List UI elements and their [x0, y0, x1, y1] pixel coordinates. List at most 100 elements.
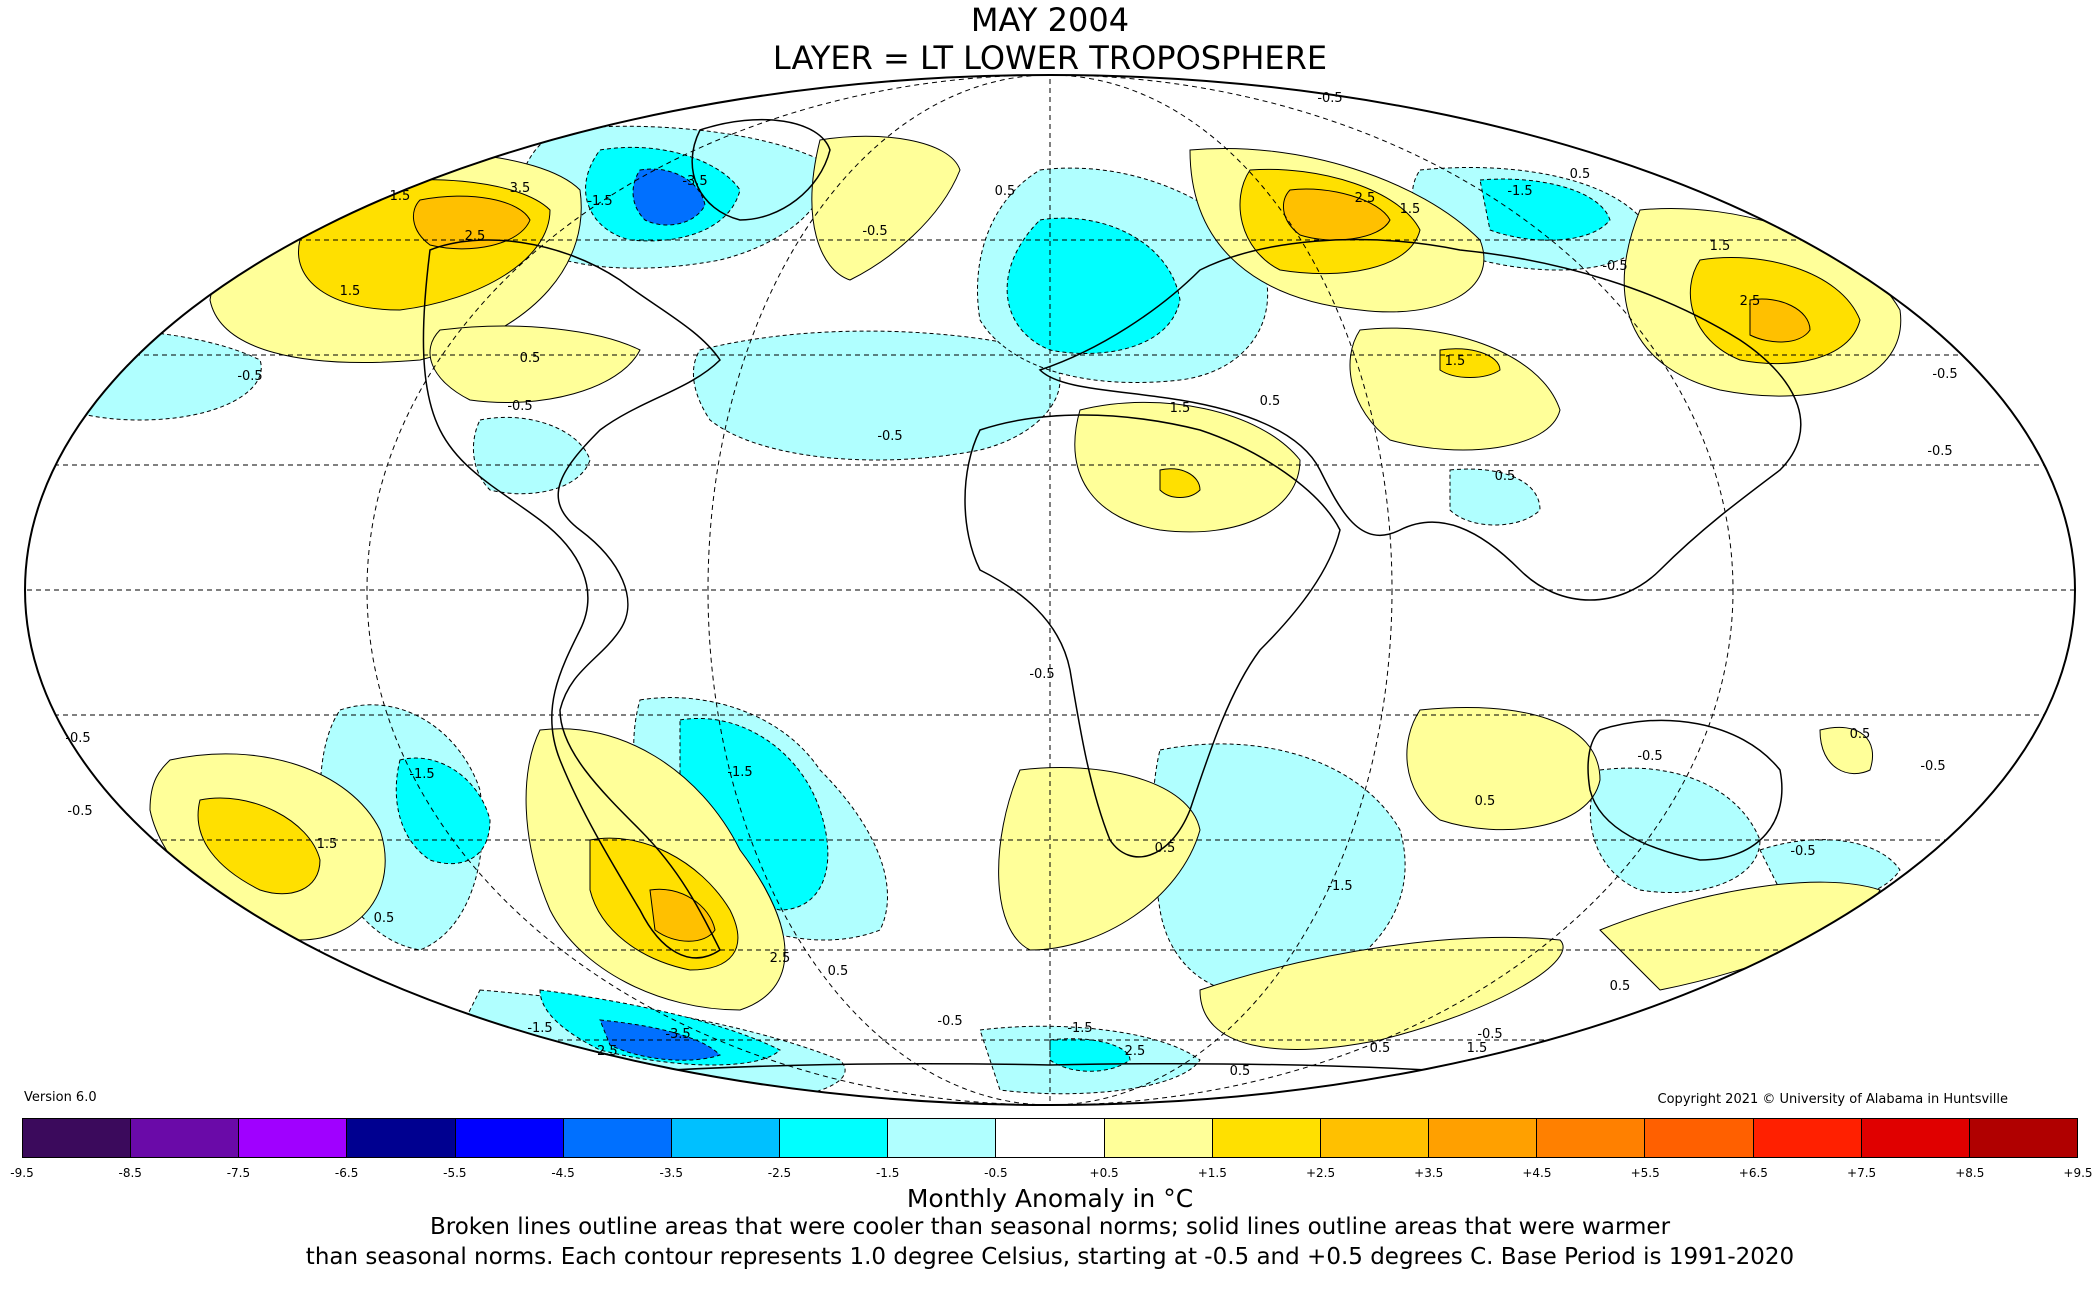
caption-line-2: than seasonal norms. Each contour repres…	[305, 1244, 1795, 1270]
contour-label: -0.5	[67, 804, 92, 819]
greenland-outline	[691, 118, 831, 221]
contour-label: -1.5	[727, 765, 752, 780]
color-scale-segment	[1968, 1119, 2077, 1157]
color-scale-tick-label: -1.5	[875, 1166, 900, 1180]
contour-label: -1.5	[1067, 1021, 1092, 1036]
color-scale-tick-label: +5.5	[1630, 1166, 1660, 1180]
version-label: Version 6.0	[24, 1090, 97, 1105]
color-scale-tick-label: -4.5	[551, 1166, 575, 1180]
color-scale-segment	[346, 1119, 455, 1157]
antarctic-pacific-cooler	[539, 989, 781, 1066]
contour-label: -0.5	[1477, 1027, 1502, 1042]
contour-label: 1.5	[1170, 401, 1191, 416]
contour-label: 0.5	[995, 184, 1016, 199]
color-scale-segment	[779, 1119, 888, 1157]
contour-label: 0.5	[374, 911, 395, 926]
contour-label: 0.5	[828, 964, 849, 979]
contour-label: -0.5	[937, 1014, 962, 1029]
color-scale-tick-label: +7.5	[1847, 1166, 1877, 1180]
contour-label: -3.5	[682, 174, 707, 189]
contour-label: 1.5	[1400, 202, 1421, 217]
contour-label: -1.5	[1507, 184, 1532, 199]
africa-outline	[964, 414, 1341, 858]
contour-label: 0.5	[1370, 1041, 1391, 1056]
contour-label: -0.5	[1920, 759, 1945, 774]
far-east-warmest	[1749, 298, 1811, 343]
contour-label: -0.5	[862, 224, 887, 239]
contour-label: -0.5	[1317, 91, 1342, 106]
contour-label: 0.5	[1495, 469, 1516, 484]
color-scale-tick-label: -8.5	[118, 1166, 142, 1180]
anomaly-map: -0.51.53.52.51.5-1.5-3.5-0.50.50.5-0.5-0…	[24, 74, 2076, 1106]
new-zealand-warm	[1819, 726, 1874, 775]
color-scale-tick-label: -0.5	[984, 1166, 1008, 1180]
color-scale-tick-label: -5.5	[443, 1166, 467, 1180]
east-siberia-cooler	[1479, 178, 1611, 241]
contour-label: 0.5	[1475, 794, 1496, 809]
caption-line-1: Broken lines outline areas that were coo…	[429, 1214, 1671, 1240]
eurasia-outline	[1038, 238, 1802, 601]
contour-label: 2.5	[1740, 294, 1761, 309]
color-scale-segment	[130, 1119, 239, 1157]
contour-label: 1.5	[1445, 354, 1466, 369]
color-scale-tick-label: +4.5	[1522, 1166, 1552, 1180]
contour-label: 2.5	[1355, 191, 1376, 206]
anomaly-fields	[25, 125, 1902, 1101]
contour-label: -1.5	[587, 194, 612, 209]
color-scale-segment	[1536, 1119, 1645, 1157]
contour-label: 1.5	[1710, 239, 1731, 254]
color-scale-segment	[454, 1119, 563, 1157]
color-scale-ticks: -9.5 -8.5 -7.5 -6.5 -5.5 -4.5 -3.5 -2.5 -1.5 -0.5…	[10, 1166, 2092, 1184]
contour-label: -0.5	[507, 399, 532, 414]
contour-label: -3.5	[665, 1027, 690, 1042]
contour-label: -0.5	[877, 429, 902, 444]
color-scale-tick-label: -6.5	[334, 1166, 359, 1180]
indian-ocean-warm	[1406, 707, 1601, 831]
australia-cool	[1589, 767, 1761, 894]
mexico-cool	[472, 416, 591, 495]
color-scale-tick-label: +3.5	[1414, 1166, 1444, 1180]
contour-label: 0.5	[1850, 727, 1871, 742]
south-pacific-cooler	[395, 757, 491, 865]
color-scale-segment	[1860, 1119, 1969, 1157]
contour-label: 0.5	[520, 351, 541, 366]
color-scale-tick-label: +9.5	[2063, 1166, 2093, 1180]
contour-label: -2.5	[592, 1044, 617, 1059]
color-scale-tick-label: +2.5	[1305, 1166, 1336, 1180]
contour-label: 3.5	[510, 181, 531, 196]
color-scale-tick-label: +8.5	[1955, 1166, 1985, 1180]
india-cool	[1449, 468, 1541, 526]
contour-label: 1.5	[1467, 1041, 1488, 1056]
color-scale-tick-label: +6.5	[1738, 1166, 1768, 1180]
contour-label: -0.5	[65, 731, 90, 746]
central-atlantic-cool	[692, 330, 1061, 461]
contour-label: 1.5	[340, 284, 361, 299]
contour-label: 1.5	[317, 837, 338, 852]
americas-outline	[422, 239, 721, 959]
units-label: Monthly Anomaly in °C	[906, 1184, 1194, 1213]
color-scale-tick-label: -9.5	[10, 1166, 34, 1180]
contour-label: -0.5	[1602, 259, 1627, 274]
south-pacific-warmer	[197, 797, 321, 895]
color-scale-segment	[1103, 1119, 1212, 1157]
color-scale-segment	[1644, 1119, 1753, 1157]
contour-label: -0.5	[1927, 444, 1952, 459]
color-scale-tick-label: -7.5	[226, 1166, 251, 1180]
contour-label: 0.5	[1155, 841, 1176, 856]
tibet-warm	[1349, 327, 1561, 451]
color-scale-segment	[1211, 1119, 1320, 1157]
contour-label: 2.5	[465, 229, 486, 244]
color-scale-bar	[22, 1118, 2078, 1158]
contour-label: -1.5	[527, 1021, 552, 1036]
patagonia-warmest	[649, 888, 716, 942]
map-title: MAY 2004	[970, 1, 1130, 39]
alaska-warmest	[412, 195, 531, 250]
map-subtitle: LAYER = LT LOWER TROPOSPHERE	[772, 39, 1328, 77]
contour-label: 2.5	[770, 951, 791, 966]
contour-label: 0.5	[1570, 167, 1591, 182]
color-scale-segment	[1428, 1119, 1537, 1157]
antarctic-atlantic-cooler	[1049, 1038, 1131, 1072]
contour-label: 0.5	[1260, 394, 1281, 409]
color-scale-segment	[1752, 1119, 1861, 1157]
warmest-regions	[412, 188, 1811, 942]
